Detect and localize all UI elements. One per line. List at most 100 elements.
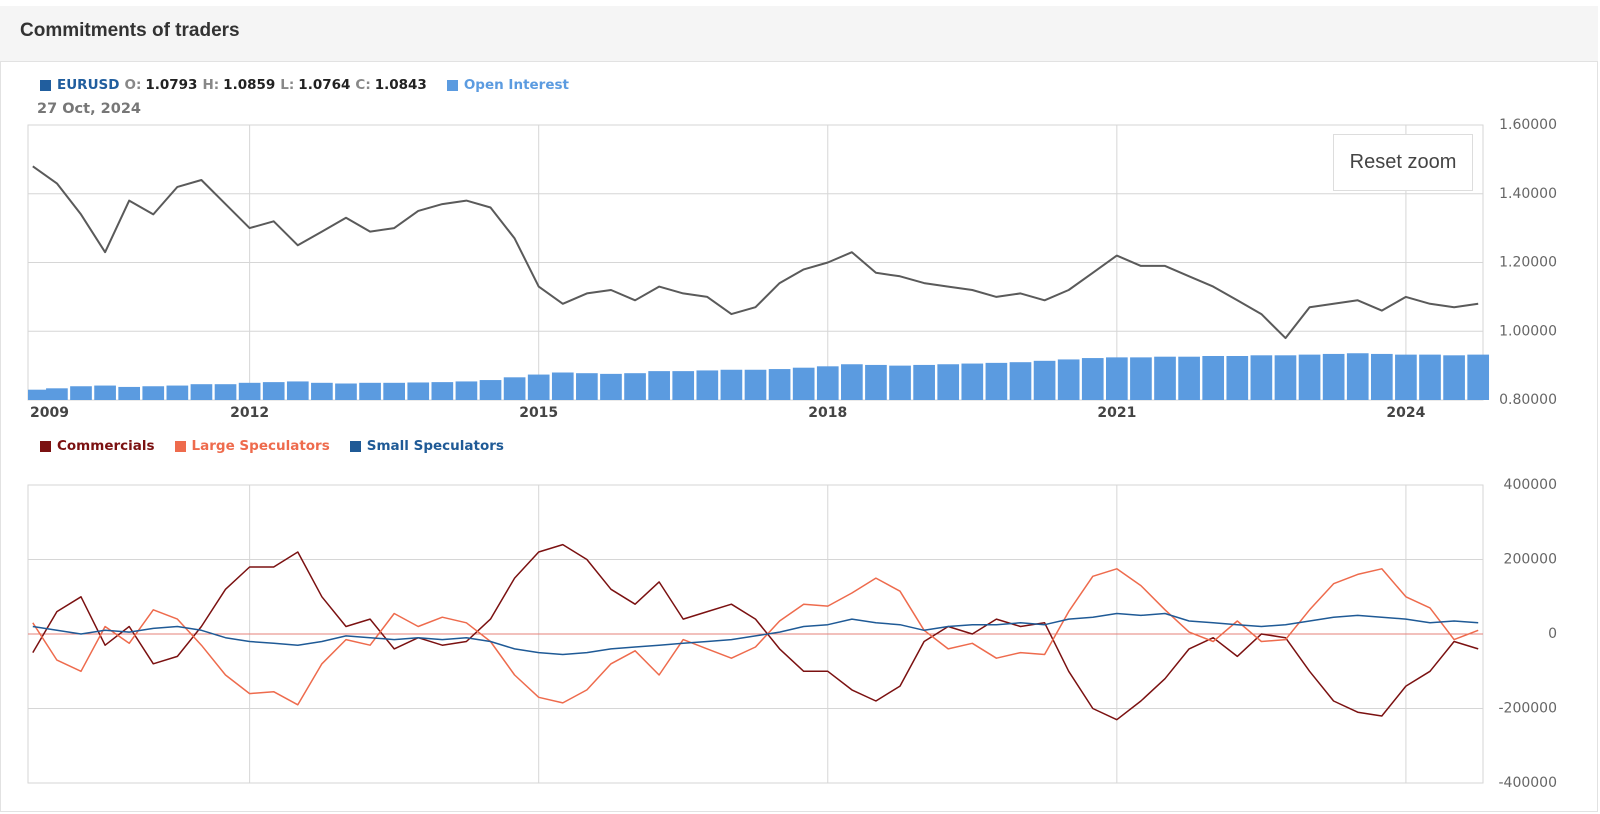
open-interest-bar	[527, 374, 550, 400]
open-interest-bar	[431, 382, 454, 400]
x-tick-label: 2009	[30, 405, 69, 421]
open-interest-bar	[1154, 356, 1176, 400]
y-tick-label: 1.40000	[1499, 186, 1557, 202]
legend-swatch	[446, 79, 458, 91]
x-tick-label: 2015	[519, 405, 558, 421]
open-interest-bar	[1009, 362, 1032, 400]
legend-swatch	[349, 440, 361, 452]
open-interest-bar	[1202, 356, 1225, 400]
open-interest-bar	[889, 365, 911, 400]
open-interest-bar	[1395, 354, 1417, 400]
legend-item: Small Speculators	[349, 438, 504, 454]
open-interest-bar	[190, 384, 213, 400]
open-interest-bar	[1106, 357, 1128, 400]
open-interest-bar	[1443, 355, 1465, 400]
y-tick-label: -200000	[1499, 701, 1558, 717]
series-line	[32, 543, 1479, 721]
open-interest-bar	[1081, 358, 1104, 400]
y-tick-label: 0.80000	[1499, 392, 1557, 408]
ohlc-label: L:	[280, 77, 295, 93]
open-interest-bar	[383, 382, 405, 400]
open-interest-bar	[262, 382, 285, 400]
open-interest-bar	[1346, 353, 1369, 400]
open-interest-bar	[1298, 354, 1321, 400]
legend: EURUSD O: 1.0793 H: 1.0859 L: 1.0764 C: 1.0843 Op…	[40, 77, 585, 93]
x-tick-label: 2021	[1097, 405, 1136, 421]
open-interest-bar	[792, 367, 815, 400]
legend-swatch	[174, 440, 186, 452]
series-line	[32, 568, 1479, 706]
open-interest-bar	[768, 369, 791, 400]
legend-swatch	[40, 79, 51, 91]
legend-item: EURUSD O: 1.0793 H: 1.0859 L: 1.0764 C: 1.0843	[40, 77, 427, 93]
legend-item: Open Interest	[446, 77, 569, 93]
ohlc-value: 1.0859	[223, 77, 276, 93]
open-interest-bar	[1033, 360, 1056, 400]
title: Commitments of traders	[20, 20, 240, 41]
legend-label: Large Speculators	[191, 438, 330, 454]
open-interest-bar	[214, 384, 237, 400]
legend-item: Commercials	[40, 438, 155, 454]
ohlc-label: O:	[124, 77, 142, 93]
open-interest-bar	[672, 371, 695, 400]
open-interest-bar	[937, 364, 960, 400]
y-tick-label: 1.60000	[1499, 117, 1557, 133]
open-interest-bar	[1419, 354, 1441, 400]
header: Commitments of traders	[0, 6, 1598, 62]
open-interest-bar	[816, 366, 839, 400]
legend-label: Open Interest	[463, 77, 569, 93]
legend-label: Commercials	[57, 438, 155, 454]
open-interest-bar	[913, 364, 935, 400]
open-interest-bar	[118, 386, 141, 400]
y-tick-label: 1.20000	[1499, 255, 1557, 271]
open-interest-bar	[335, 383, 357, 400]
date: 27 Oct, 2024	[37, 101, 141, 117]
open-interest-bar	[407, 382, 430, 400]
series-line	[32, 612, 1479, 656]
open-interest-bar	[70, 386, 92, 400]
legend-label: EURUSD	[57, 77, 120, 93]
open-interest-bar	[1250, 355, 1273, 400]
open-interest-bar	[359, 382, 381, 400]
open-interest-bar	[238, 382, 261, 400]
open-interest-bar	[311, 382, 333, 400]
open-interest-bar	[142, 386, 165, 400]
open-interest-bar	[1467, 354, 1490, 400]
open-interest-bar	[841, 364, 863, 400]
open-interest-bar	[624, 373, 646, 400]
legend-label: Small Speculators	[366, 438, 504, 454]
open-interest-bar	[696, 370, 719, 400]
open-interest-bar	[648, 371, 670, 400]
open-interest-bar	[503, 377, 526, 400]
open-interest-bar	[1130, 357, 1152, 400]
open-interest-bar	[1322, 353, 1345, 400]
open-interest-bar	[576, 373, 598, 400]
y-tick-label: 1.00000	[1499, 323, 1557, 339]
open-interest-bar	[1057, 359, 1080, 400]
open-interest-bar	[1370, 353, 1393, 400]
open-interest-bar	[46, 388, 68, 400]
open-interest-bar	[720, 369, 743, 400]
legend-item: Large Speculators	[174, 438, 330, 454]
y-tick-label: -400000	[1499, 775, 1558, 791]
open-interest-bar	[94, 385, 116, 400]
open-interest-bar	[479, 380, 502, 400]
reset-zoom-button[interactable]: Reset zoom	[1333, 134, 1473, 191]
ohlc-label: C:	[355, 77, 371, 93]
open-interest-bar	[985, 362, 1008, 400]
open-interest-bar	[166, 385, 189, 400]
series-line	[32, 165, 1479, 340]
open-interest-bar	[551, 372, 574, 400]
ohlc-label: H:	[202, 77, 220, 93]
x-tick-label: 2024	[1386, 405, 1425, 421]
open-interest-bar	[865, 364, 887, 400]
ohlc-value: 1.0764	[298, 77, 351, 93]
ohlc-value: 1.0793	[145, 77, 198, 93]
x-tick-label: 2012	[230, 405, 269, 421]
ohlc-value: 1.0843	[374, 77, 427, 93]
open-interest-bar	[28, 389, 50, 400]
y-tick-label: 400000	[1504, 477, 1557, 493]
x-tick-label: 2018	[808, 405, 847, 421]
